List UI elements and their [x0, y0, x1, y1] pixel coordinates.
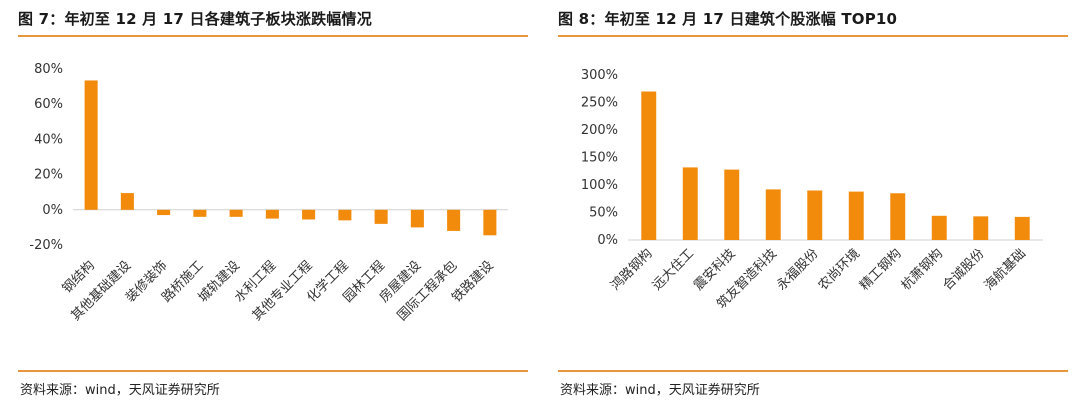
bar-1 — [84, 80, 98, 210]
bar-1 — [641, 91, 657, 240]
category-label: 海航基础 — [981, 246, 1029, 294]
bar-7 — [890, 193, 906, 240]
y-tick-label: 40% — [34, 132, 63, 147]
category-label: 精工钢构 — [857, 246, 904, 293]
footer-divider — [558, 370, 1068, 372]
bar-3 — [724, 169, 740, 240]
category-label: 合诚股份 — [940, 246, 987, 293]
figure-8-panel: 图 8：年初至 12 月 17 日建筑个股涨幅 TOP10 300% 250% 20… — [558, 0, 1068, 405]
figure-7-title: 图 7：年初至 12 月 17 日各建筑子板块涨跌幅情况 — [18, 10, 372, 28]
y-tick-label: 150% — [581, 151, 618, 166]
bar-6 — [265, 209, 279, 219]
bar-8 — [931, 215, 947, 240]
y-tick-label: 0% — [42, 203, 63, 218]
y-tick-label: 300% — [581, 68, 618, 83]
category-label: 杭萧钢构 — [899, 246, 946, 293]
figure-7-panel: 图 7：年初至 12 月 17 日各建筑子板块涨跌幅情况 80% 60% 40% 20… — [18, 0, 528, 405]
y-tick-label: 200% — [581, 123, 618, 138]
title-divider — [558, 35, 1068, 37]
bar-2 — [682, 167, 698, 240]
y-tick-label: 60% — [34, 97, 63, 112]
title-divider — [18, 35, 528, 37]
bar-7 — [302, 209, 316, 220]
source-note: 资料来源：wind，天风证券研究所 — [20, 383, 220, 398]
figure-8-title: 图 8：年初至 12 月 17 日建筑个股涨幅 TOP10 — [558, 10, 898, 28]
bar-4 — [193, 209, 207, 217]
top10-stock-bar-chart: 300%250%200%150%100%50%0%鸿路钢构远大住工震安科技筑友智… — [581, 68, 1043, 312]
y-tick-label: 100% — [581, 178, 618, 193]
bar-3 — [157, 209, 171, 216]
category-label: 鸿路钢构 — [607, 246, 655, 294]
y-tick-label: 50% — [589, 206, 618, 221]
bar-9 — [374, 209, 388, 224]
footer-divider — [18, 370, 528, 372]
y-tick-label: 0% — [597, 233, 618, 248]
bar-10 — [410, 209, 424, 228]
y-tick-label: -20% — [29, 238, 63, 253]
sector-change-bar-chart: 80%60%40%20%0%-20%钢结构其他基础建设装修装饰路桥施工城轨建设水… — [29, 62, 508, 324]
y-tick-label: 20% — [34, 168, 63, 183]
bar-10 — [1014, 216, 1030, 240]
bar-5 — [807, 190, 823, 240]
bar-6 — [848, 191, 864, 240]
bar-5 — [229, 209, 243, 217]
category-label: 永福股份 — [774, 246, 821, 293]
category-label: 远大住工 — [650, 246, 697, 293]
y-tick-label: 250% — [581, 96, 618, 111]
category-label: 农尚环境 — [816, 246, 863, 293]
source-note: 资料来源：wind，天风证券研究所 — [560, 383, 760, 398]
bar-11 — [447, 209, 461, 231]
bar-2 — [120, 193, 134, 210]
bar-9 — [973, 216, 989, 240]
y-tick-label: 80% — [34, 62, 63, 77]
bar-8 — [338, 209, 352, 221]
bar-4 — [765, 189, 781, 240]
bar-12 — [483, 209, 497, 236]
